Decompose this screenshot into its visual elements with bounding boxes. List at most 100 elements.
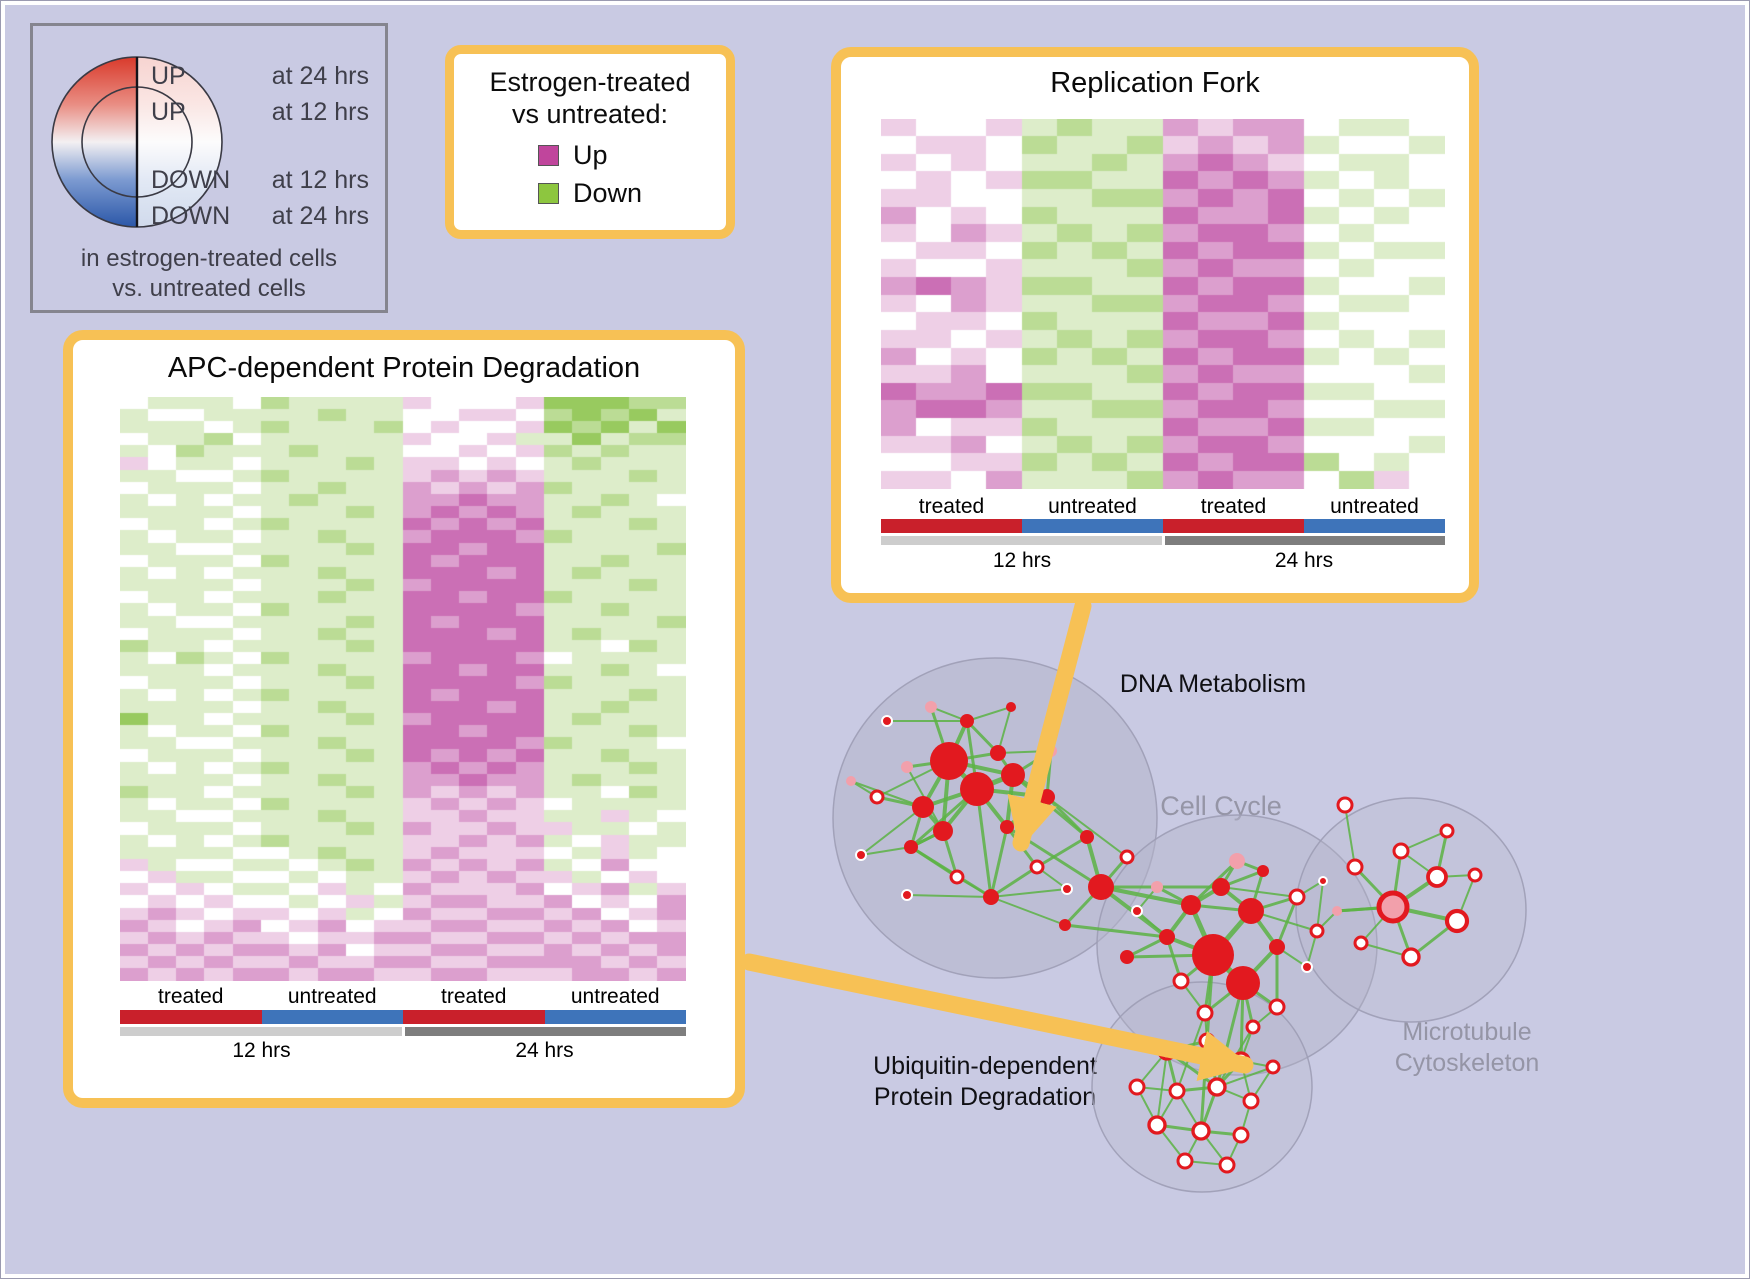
network-node	[960, 772, 994, 806]
network-edge	[1012, 773, 1088, 839]
network-edge	[1360, 906, 1394, 944]
network-edge	[1011, 773, 1049, 799]
network-edge	[1236, 859, 1264, 873]
network-edge	[1216, 1086, 1252, 1102]
network-node	[846, 776, 856, 786]
network-node	[1151, 881, 1163, 893]
condition-label: untreated	[1048, 495, 1137, 518]
network-edge	[990, 896, 1066, 926]
network-edge	[1205, 1040, 1219, 1088]
network-edge	[1184, 1160, 1228, 1166]
network-edge	[1063, 885, 1103, 927]
network-edge	[1240, 1100, 1252, 1136]
network-node	[1439, 823, 1455, 839]
network-node	[1257, 865, 1269, 877]
cluster-circle-cell-cycle	[1096, 814, 1378, 1076]
network-edge	[956, 876, 992, 898]
network-edge	[1165, 1050, 1179, 1092]
network-edge	[941, 760, 951, 832]
network-node	[901, 761, 913, 773]
network-edge	[1250, 1066, 1274, 1102]
figure-canvas: UP at 24 hrs UP at 12 hrs DOWN at 12 hrs…	[5, 5, 1745, 1274]
network-node	[1467, 867, 1483, 883]
network-edge	[1204, 981, 1244, 1015]
network-edge	[1219, 860, 1239, 888]
network-edge	[1156, 1090, 1178, 1126]
network-edge	[941, 830, 959, 878]
time-label-24hrs: 24 hrs	[515, 1039, 574, 1062]
network-node	[1120, 950, 1134, 964]
network-node	[1119, 849, 1135, 865]
network-node	[1332, 906, 1342, 916]
time-label-12hrs: 12 hrs	[992, 549, 1052, 572]
network-edge	[1211, 909, 1253, 957]
flow-arrow	[740, 953, 1254, 1081]
network-edge	[1156, 1124, 1186, 1162]
network-node	[1336, 796, 1354, 814]
up-color-swatch	[537, 145, 559, 166]
direction-label: DOWN	[151, 166, 231, 194]
network-edge	[989, 826, 1009, 898]
network-edge	[1126, 935, 1168, 959]
down-color-swatch	[537, 183, 559, 204]
flow-arrow	[1007, 597, 1092, 852]
network-edge	[1241, 945, 1279, 985]
untreated-bar-segment	[261, 1010, 403, 1024]
network-node	[1181, 895, 1201, 915]
network-edge	[1200, 1130, 1228, 1166]
network-edge	[1188, 903, 1216, 957]
network-node	[901, 889, 913, 901]
network-edge	[906, 759, 950, 769]
microtubule-label-line1: Microtubule	[1402, 1018, 1532, 1046]
network-edge	[1336, 905, 1394, 913]
network-edge	[1100, 885, 1192, 907]
condition-color-bar	[120, 1010, 686, 1024]
network-edge	[966, 706, 1012, 722]
network-edge	[975, 787, 1009, 829]
network-node	[960, 714, 974, 728]
network-edge	[1012, 749, 1052, 777]
network-edge	[1391, 906, 1413, 958]
time-label: at 24 hrs	[271, 62, 369, 90]
cluster-circle-microtubule-cytoskeleton	[1295, 797, 1527, 1023]
network-node	[1444, 908, 1470, 934]
network-edge	[1435, 830, 1449, 878]
apc-heatmap	[120, 397, 686, 981]
network-edge	[876, 795, 924, 809]
treated-bar-segment	[403, 1010, 545, 1024]
network-node	[1426, 866, 1448, 888]
condition-labels: treated untreated treated untreated	[120, 985, 686, 1009]
ring-label-row: DOWN at 24 hrs	[151, 202, 369, 231]
direction-label: UP	[151, 98, 186, 126]
network-edge	[1045, 750, 1053, 798]
network-edge	[910, 787, 978, 849]
network-edge	[930, 706, 968, 722]
network-node	[1147, 1115, 1167, 1135]
network-node	[881, 715, 893, 727]
network-edge	[1156, 1123, 1202, 1133]
network-node	[1176, 1152, 1194, 1170]
network-edge	[997, 750, 1052, 754]
up-label: Up	[572, 140, 608, 170]
network-node	[1029, 859, 1045, 875]
network-edge	[1436, 874, 1476, 878]
network-edge	[1180, 953, 1214, 983]
network-edge	[1249, 870, 1265, 912]
network-edge	[965, 719, 1000, 755]
network-edge	[1176, 1012, 1206, 1092]
microtubule-label-line2: Cytoskeleton	[1394, 1049, 1540, 1077]
network-edge	[1391, 850, 1403, 908]
network-edge	[965, 720, 979, 790]
network-edge	[1250, 910, 1318, 932]
network-node	[1061, 883, 1073, 895]
network-edge	[910, 845, 992, 899]
network-edge	[1275, 896, 1299, 948]
network-edge	[1410, 919, 1458, 959]
ring-legend-box: UP at 24 hrs UP at 12 hrs DOWN at 12 hrs…	[30, 23, 388, 313]
cluster-circle-dna-metabolism	[832, 657, 1158, 979]
network-edge	[1189, 859, 1239, 907]
untreated-bar-segment	[544, 1010, 686, 1024]
network-edge	[1344, 804, 1356, 868]
network-edge	[1166, 935, 1214, 957]
network-edge	[1200, 1129, 1242, 1137]
